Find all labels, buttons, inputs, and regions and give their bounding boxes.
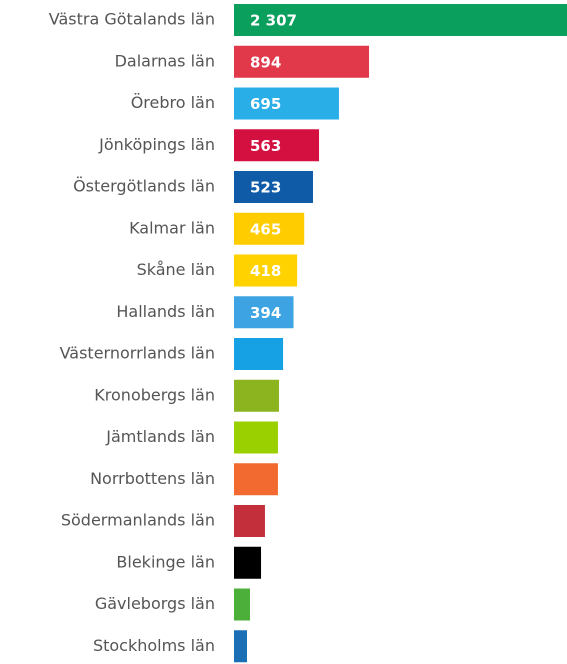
category-label: Blekinge län [116,552,215,571]
bar [234,254,298,287]
bar [234,588,251,621]
value-label: 418 [250,262,281,280]
bar [234,45,370,78]
value-label: 894 [250,53,281,71]
bar [234,546,262,579]
value-label: 563 [250,137,281,155]
bar [234,4,567,36]
category-label: Hallands län [116,302,215,321]
bar [234,338,284,370]
category-label: Jönköpings län [98,135,215,154]
value-label: 465 [250,220,281,238]
bar [234,129,320,162]
bar [234,463,278,496]
category-label: Kronobergs län [94,385,215,404]
value-label: 695 [250,95,281,113]
bar [234,630,247,663]
category-label: Västra Götalands län [49,10,215,29]
bar [234,421,278,454]
bar [234,379,280,412]
category-label: Gävleborgs län [95,594,215,613]
value-label: 523 [250,179,281,197]
category-label: Dalarnas län [115,51,215,70]
bar [234,296,294,329]
category-label: Norrbottens län [90,469,215,488]
category-label: Skåne län [137,260,215,279]
bar [234,171,313,203]
category-label: Kalmar län [129,218,215,237]
bar [234,87,339,120]
category-label: Södermanlands län [61,511,215,530]
category-label: Jämtlands län [105,427,215,446]
category-label: Östergötlands län [73,177,215,196]
bar [234,505,265,537]
value-label: 2 307 [250,12,297,30]
value-label: 394 [250,304,281,322]
category-label: Stockholms län [93,636,215,655]
bar [234,212,305,245]
category-label: Västernorrlands län [60,344,215,363]
category-label: Örebro län [131,93,215,112]
